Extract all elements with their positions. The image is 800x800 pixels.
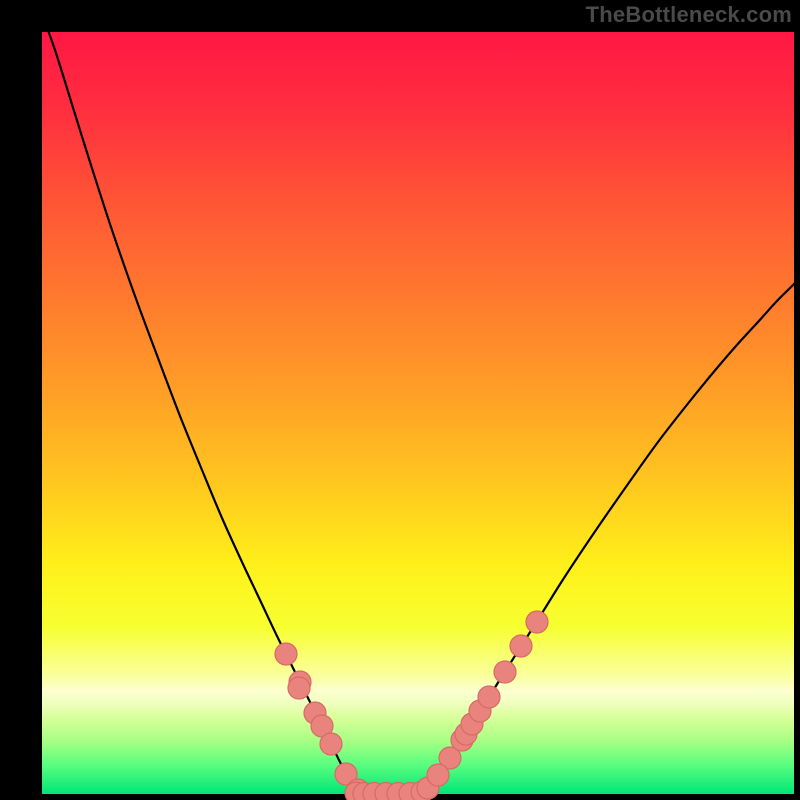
- data-point-marker: [494, 661, 516, 683]
- data-point-marker: [510, 635, 532, 657]
- bottleneck-curve-chart: [0, 0, 800, 800]
- data-point-marker: [478, 686, 500, 708]
- data-point-marker: [427, 764, 449, 786]
- data-point-marker: [526, 611, 548, 633]
- chart-container: TheBottleneck.com: [0, 0, 800, 800]
- data-point-marker: [288, 677, 310, 699]
- data-point-marker: [320, 733, 342, 755]
- data-point-marker: [275, 643, 297, 665]
